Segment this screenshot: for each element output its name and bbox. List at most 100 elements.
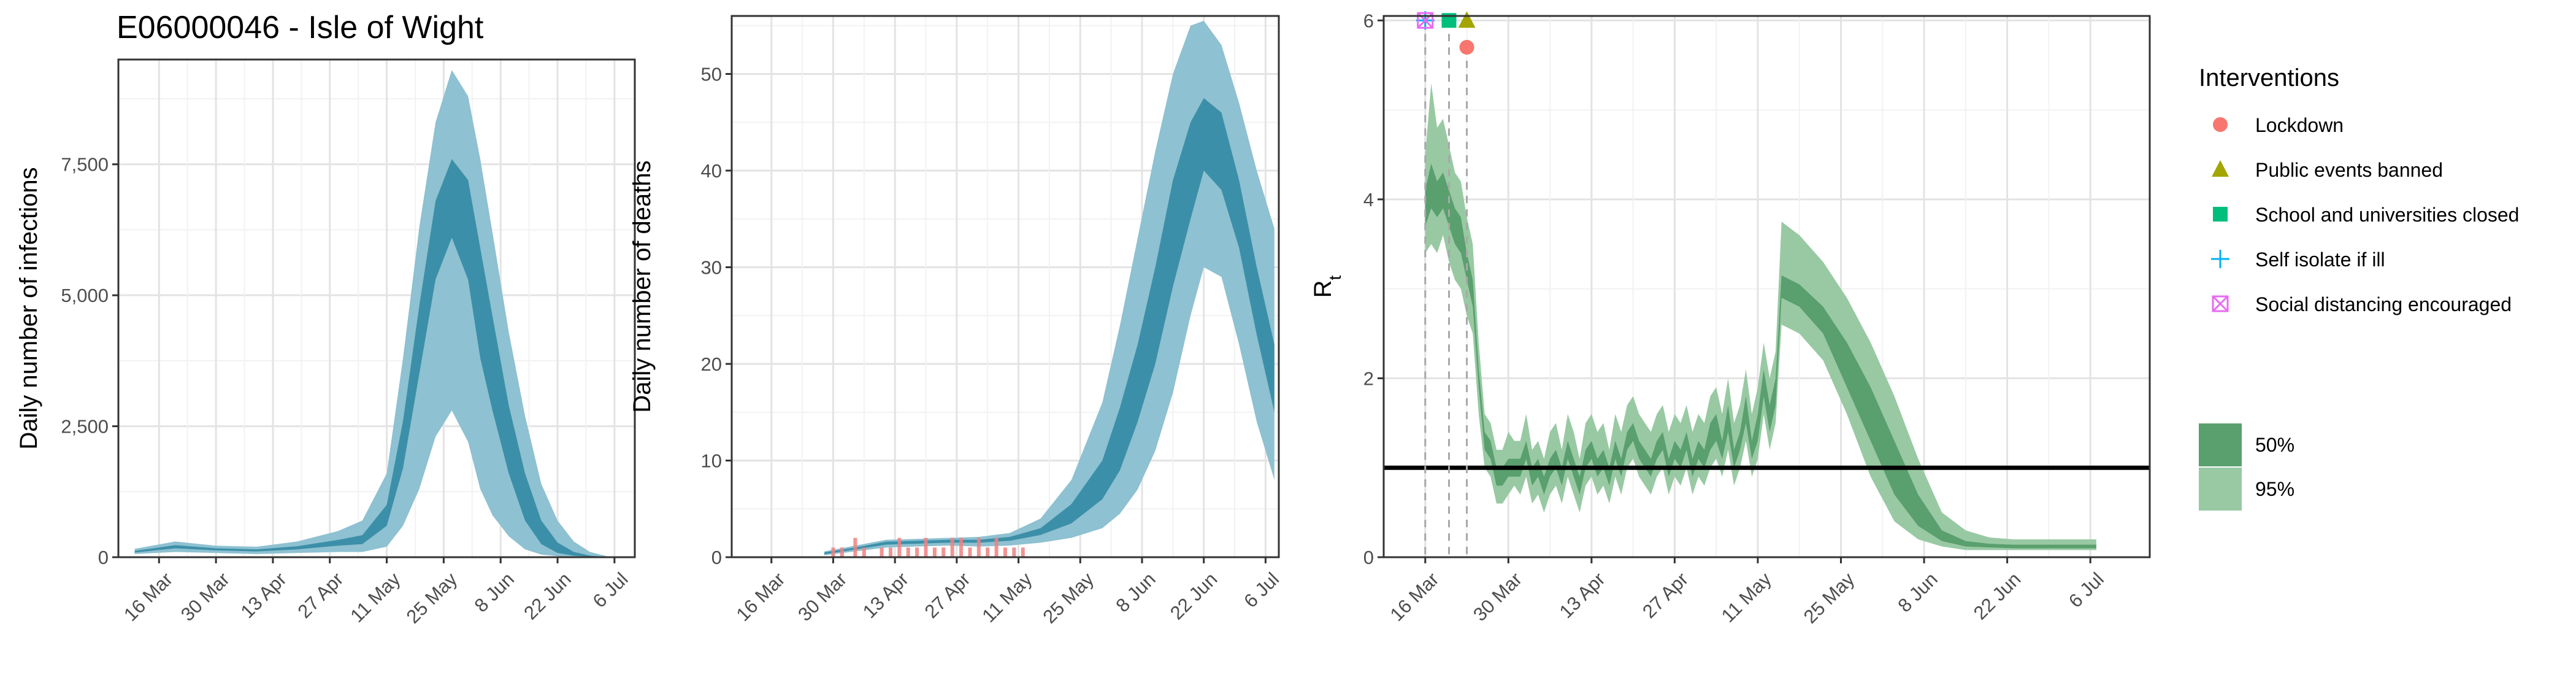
panel-infections: 0 2,500 5,000 7,500 16 Mar 30 Mar 13 Apr 27 Apr… (15, 58, 636, 628)
observed-death-bar (862, 547, 866, 557)
observed-death-bar (1012, 547, 1016, 557)
legend-key-public_events (2212, 160, 2229, 177)
x-tick-label: 30 Mar (177, 568, 234, 625)
x-axis-ticks: 16 Mar 30 Mar 13 Apr 27 Apr 11 May 25 May 8 Ju… (1386, 557, 2108, 628)
observed-death-bar (986, 547, 990, 557)
y-tick-label: 40 (701, 160, 722, 182)
plot-border (730, 15, 1280, 558)
legend-label-schools: School and universities closed (2255, 204, 2519, 226)
observed-deaths (831, 538, 1025, 557)
x-tick-label: 16 Mar (120, 568, 177, 625)
x-tick-label: 30 Mar (1469, 568, 1526, 625)
legend-key-social_distancing-box (2212, 295, 2229, 312)
observed-death-bar (1003, 547, 1007, 557)
band-50-ci (1425, 163, 2096, 549)
x-tick-label: 6 Jul (2064, 568, 2108, 612)
plot-border (1382, 15, 2151, 558)
band-95-ci (134, 70, 607, 558)
x-tick-label: 27 Apr (293, 568, 347, 622)
observed-death-bar (924, 538, 928, 557)
legend-label-social_distancing: Social distancing encouraged (2255, 293, 2512, 315)
observed-death-bar (932, 547, 937, 557)
x-tick-label: 27 Apr (1638, 568, 1692, 622)
marker-lockdown (1459, 40, 1474, 55)
legend-label-self_isolate: Self isolate if ill (2255, 249, 2385, 271)
y-axis-title: Daily number of infections (15, 167, 42, 449)
x-tick-label: 8 Jun (470, 568, 518, 616)
plot-border (117, 58, 636, 558)
observed-death-bar (831, 547, 835, 557)
y-tick-label: 2,500 (61, 416, 109, 438)
observed-death-bar (897, 538, 902, 557)
panel-deaths: 0 10 20 30 40 50 16 Mar 30 Mar 13 Apr 27 Apr 11 Ma… (629, 15, 1283, 628)
legend-swatch-95 (2199, 468, 2242, 511)
x-tick-label: 25 May (1038, 568, 1098, 628)
marker-public_events (1458, 11, 1476, 28)
y-tick-label: 7,500 (61, 154, 109, 176)
x-tick-label: 25 May (1800, 568, 1859, 628)
x-tick-label: 13 Apr (859, 568, 913, 622)
y-axis-title: Daily number of deaths (629, 160, 656, 412)
y-axis-ticks: 0 10 20 30 40 50 (701, 64, 732, 568)
observed-death-bar (1021, 547, 1025, 557)
band-95-ci (824, 20, 1275, 555)
y-tick-label: 6 (1363, 10, 1374, 31)
observed-death-bar (941, 547, 946, 557)
x-tick-label: 25 May (402, 568, 462, 628)
y-tick-label: 4 (1363, 189, 1374, 210)
y-axis-ticks: 0 2 4 6 (1363, 10, 1384, 568)
x-tick-label: 27 Apr (921, 568, 975, 622)
x-tick-label: 22 Jun (519, 568, 575, 624)
y-tick-label: 0 (1363, 547, 1374, 568)
observed-death-bar (959, 538, 964, 557)
x-tick-label: 13 Apr (237, 568, 291, 622)
y-axis-title-subscript: t (1325, 275, 1344, 280)
legend-key-lockdown (2213, 117, 2228, 132)
legend: Interventions Lockdown Public events banne… (2199, 64, 2519, 511)
x-tick-label: 8 Jun (1893, 568, 1941, 616)
observed-death-bar (976, 538, 981, 557)
y-tick-label: 10 (701, 450, 722, 472)
legend-label-95: 95% (2255, 478, 2294, 500)
legend-key-social_distancing (2212, 295, 2229, 312)
band-50-ci (824, 98, 1275, 555)
x-tick-label: 16 Mar (732, 568, 789, 625)
legend-label-lockdown: Lockdown (2255, 114, 2344, 136)
legend-title: Interventions (2199, 64, 2339, 91)
y-tick-label: 0 (711, 547, 722, 568)
figure-title: E06000046 - Isle of Wight (117, 10, 484, 45)
observed-death-bar (994, 538, 999, 557)
band-95-ci (1425, 83, 2096, 550)
observed-death-bar (880, 547, 884, 557)
observed-death-bar (968, 547, 972, 557)
observed-death-bar (888, 547, 892, 557)
marker-social_distancing-box (1417, 12, 1434, 29)
observed-death-bar (840, 547, 844, 557)
y-tick-label: 0 (98, 547, 109, 568)
x-tick-label: 11 May (346, 568, 404, 627)
y-axis-ticks: 0 2,500 5,000 7,500 (61, 154, 118, 568)
x-tick-label: 6 Jul (589, 568, 632, 612)
x-tick-label: 22 Jun (1166, 568, 1222, 624)
gridlines (1384, 16, 2150, 558)
y-tick-label: 20 (701, 353, 722, 375)
legend-label-public_events: Public events banned (2255, 159, 2443, 181)
y-axis-title: Rt (1309, 275, 1344, 298)
observed-death-bar (906, 547, 910, 557)
panel-rt: 0 2 4 6 16 Mar 30 Mar 13 Apr 27 Apr 11 May 25 May… (1309, 10, 2151, 628)
x-tick-label: 16 Mar (1386, 568, 1443, 625)
y-tick-label: 50 (701, 64, 722, 85)
y-tick-label: 30 (701, 257, 722, 279)
observed-death-bar (915, 547, 919, 557)
x-tick-label: 11 May (1717, 568, 1776, 627)
legend-label-50: 50% (2255, 434, 2294, 456)
legend-key-social_distancing-x2 (2212, 295, 2229, 312)
legend-key-schools (2213, 207, 2228, 222)
x-tick-label: 6 Jul (1240, 568, 1283, 612)
x-tick-label: 13 Apr (1555, 568, 1609, 622)
y-tick-label: 5,000 (61, 285, 109, 306)
